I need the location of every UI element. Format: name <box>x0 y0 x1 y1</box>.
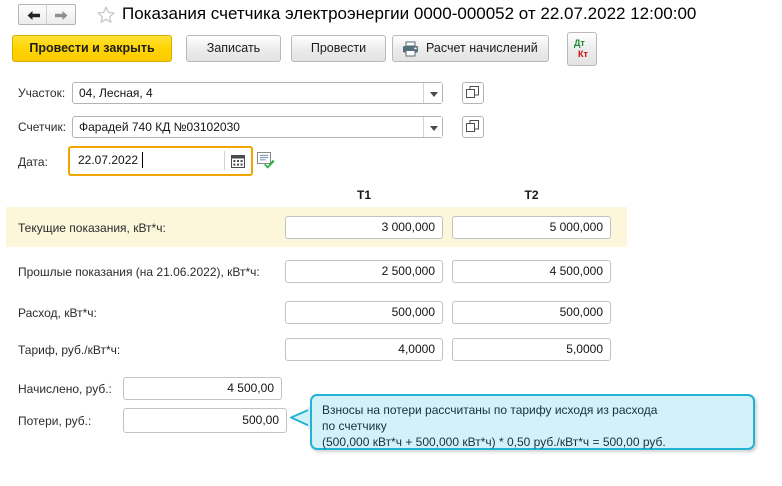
tariff-t2-input[interactable]: 5,0000 <box>452 338 611 361</box>
callout-line-2: по счетчику <box>322 419 387 433</box>
uchastok-input[interactable]: 04, Лесная, 4 <box>72 82 443 104</box>
schetchik-input[interactable]: Фарадей 740 КД №03102030 <box>72 116 443 138</box>
row-label-consumption: Расход, кВт*ч: <box>18 306 97 320</box>
accrued-label: Начислено, руб.: <box>18 382 112 396</box>
star-icon <box>97 6 115 23</box>
column-header-t2: T2 <box>524 188 539 202</box>
calculate-charges-label: Расчет начислений <box>426 41 538 55</box>
date-input[interactable]: 22.07.2022 <box>72 150 222 172</box>
credit-label: Кт <box>578 49 588 59</box>
favorite-star-button[interactable] <box>96 5 116 25</box>
arrow-left-icon <box>27 11 40 20</box>
column-header-t1: T1 <box>356 188 371 202</box>
calculate-charges-button[interactable]: Расчет начислений <box>392 35 549 62</box>
accrued-input[interactable]: 4 500,00 <box>123 377 282 400</box>
previous-readings-t2-input[interactable]: 4 500,000 <box>452 260 611 283</box>
current-readings-t1-input[interactable]: 3 000,000 <box>285 216 443 239</box>
post-button[interactable]: Провести <box>291 35 386 62</box>
open-window-icon <box>466 86 479 98</box>
title-bar: Показания счетчика электроэнергии 0000-0… <box>0 0 782 29</box>
debit-credit-button[interactable]: Дт Кт <box>567 32 597 66</box>
arrow-right-icon <box>55 11 68 20</box>
uchastok-dropdown-button[interactable] <box>423 83 442 103</box>
printer-icon <box>403 41 418 57</box>
row-label-previous-readings: Прошлые показания (на 21.06.2022), кВт*ч… <box>18 265 260 279</box>
uchastok-open-button[interactable] <box>462 82 484 104</box>
losses-label: Потери, руб.: <box>18 414 92 428</box>
tariff-t1-input[interactable]: 4,0000 <box>285 338 443 361</box>
fill-document-button[interactable] <box>257 152 275 172</box>
previous-readings-t1-input[interactable]: 2 500,000 <box>285 260 443 283</box>
callout-line-1: Взносы на потери рассчитаны по тарифу ис… <box>322 403 658 417</box>
back-button[interactable] <box>18 4 47 25</box>
row-label-current-readings: Текущие показания, кВт*ч: <box>18 221 166 235</box>
document-check-icon <box>257 152 275 169</box>
write-button[interactable]: Записать <box>186 35 281 62</box>
page-title: Показания счетчика электроэнергии 0000-0… <box>122 4 697 23</box>
current-readings-t2-input[interactable]: 5 000,000 <box>452 216 611 239</box>
forward-button[interactable] <box>47 4 76 25</box>
consumption-t1-input[interactable]: 500,000 <box>285 301 443 324</box>
text-caret <box>142 152 143 168</box>
callout-line-3: (500,000 кВт*ч + 500,000 кВт*ч) * 0,50 р… <box>322 435 666 449</box>
schetchik-dropdown-button[interactable] <box>423 117 442 137</box>
field-separator <box>224 151 225 170</box>
consumption-t2-input[interactable]: 500,000 <box>452 301 611 324</box>
schetchik-label: Счетчик: <box>18 120 67 134</box>
losses-input[interactable]: 500,00 <box>123 408 287 433</box>
debit-label: Дт <box>574 38 585 48</box>
post-and-close-button[interactable]: Провести и закрыть <box>12 35 172 62</box>
command-toolbar: Провести и закрыть Записать Провести Рас… <box>0 31 782 69</box>
uchastok-label: Участок: <box>18 86 66 100</box>
losses-explanation-callout: Взносы на потери рассчитаны по тарифу ис… <box>310 394 755 450</box>
calendar-icon <box>231 155 245 168</box>
calendar-picker-button[interactable] <box>231 154 245 171</box>
date-label: Дата: <box>18 155 48 169</box>
schetchik-open-button[interactable] <box>462 116 484 138</box>
row-label-tariff: Тариф, руб./кВт*ч: <box>18 343 121 357</box>
open-window-icon <box>466 120 479 132</box>
